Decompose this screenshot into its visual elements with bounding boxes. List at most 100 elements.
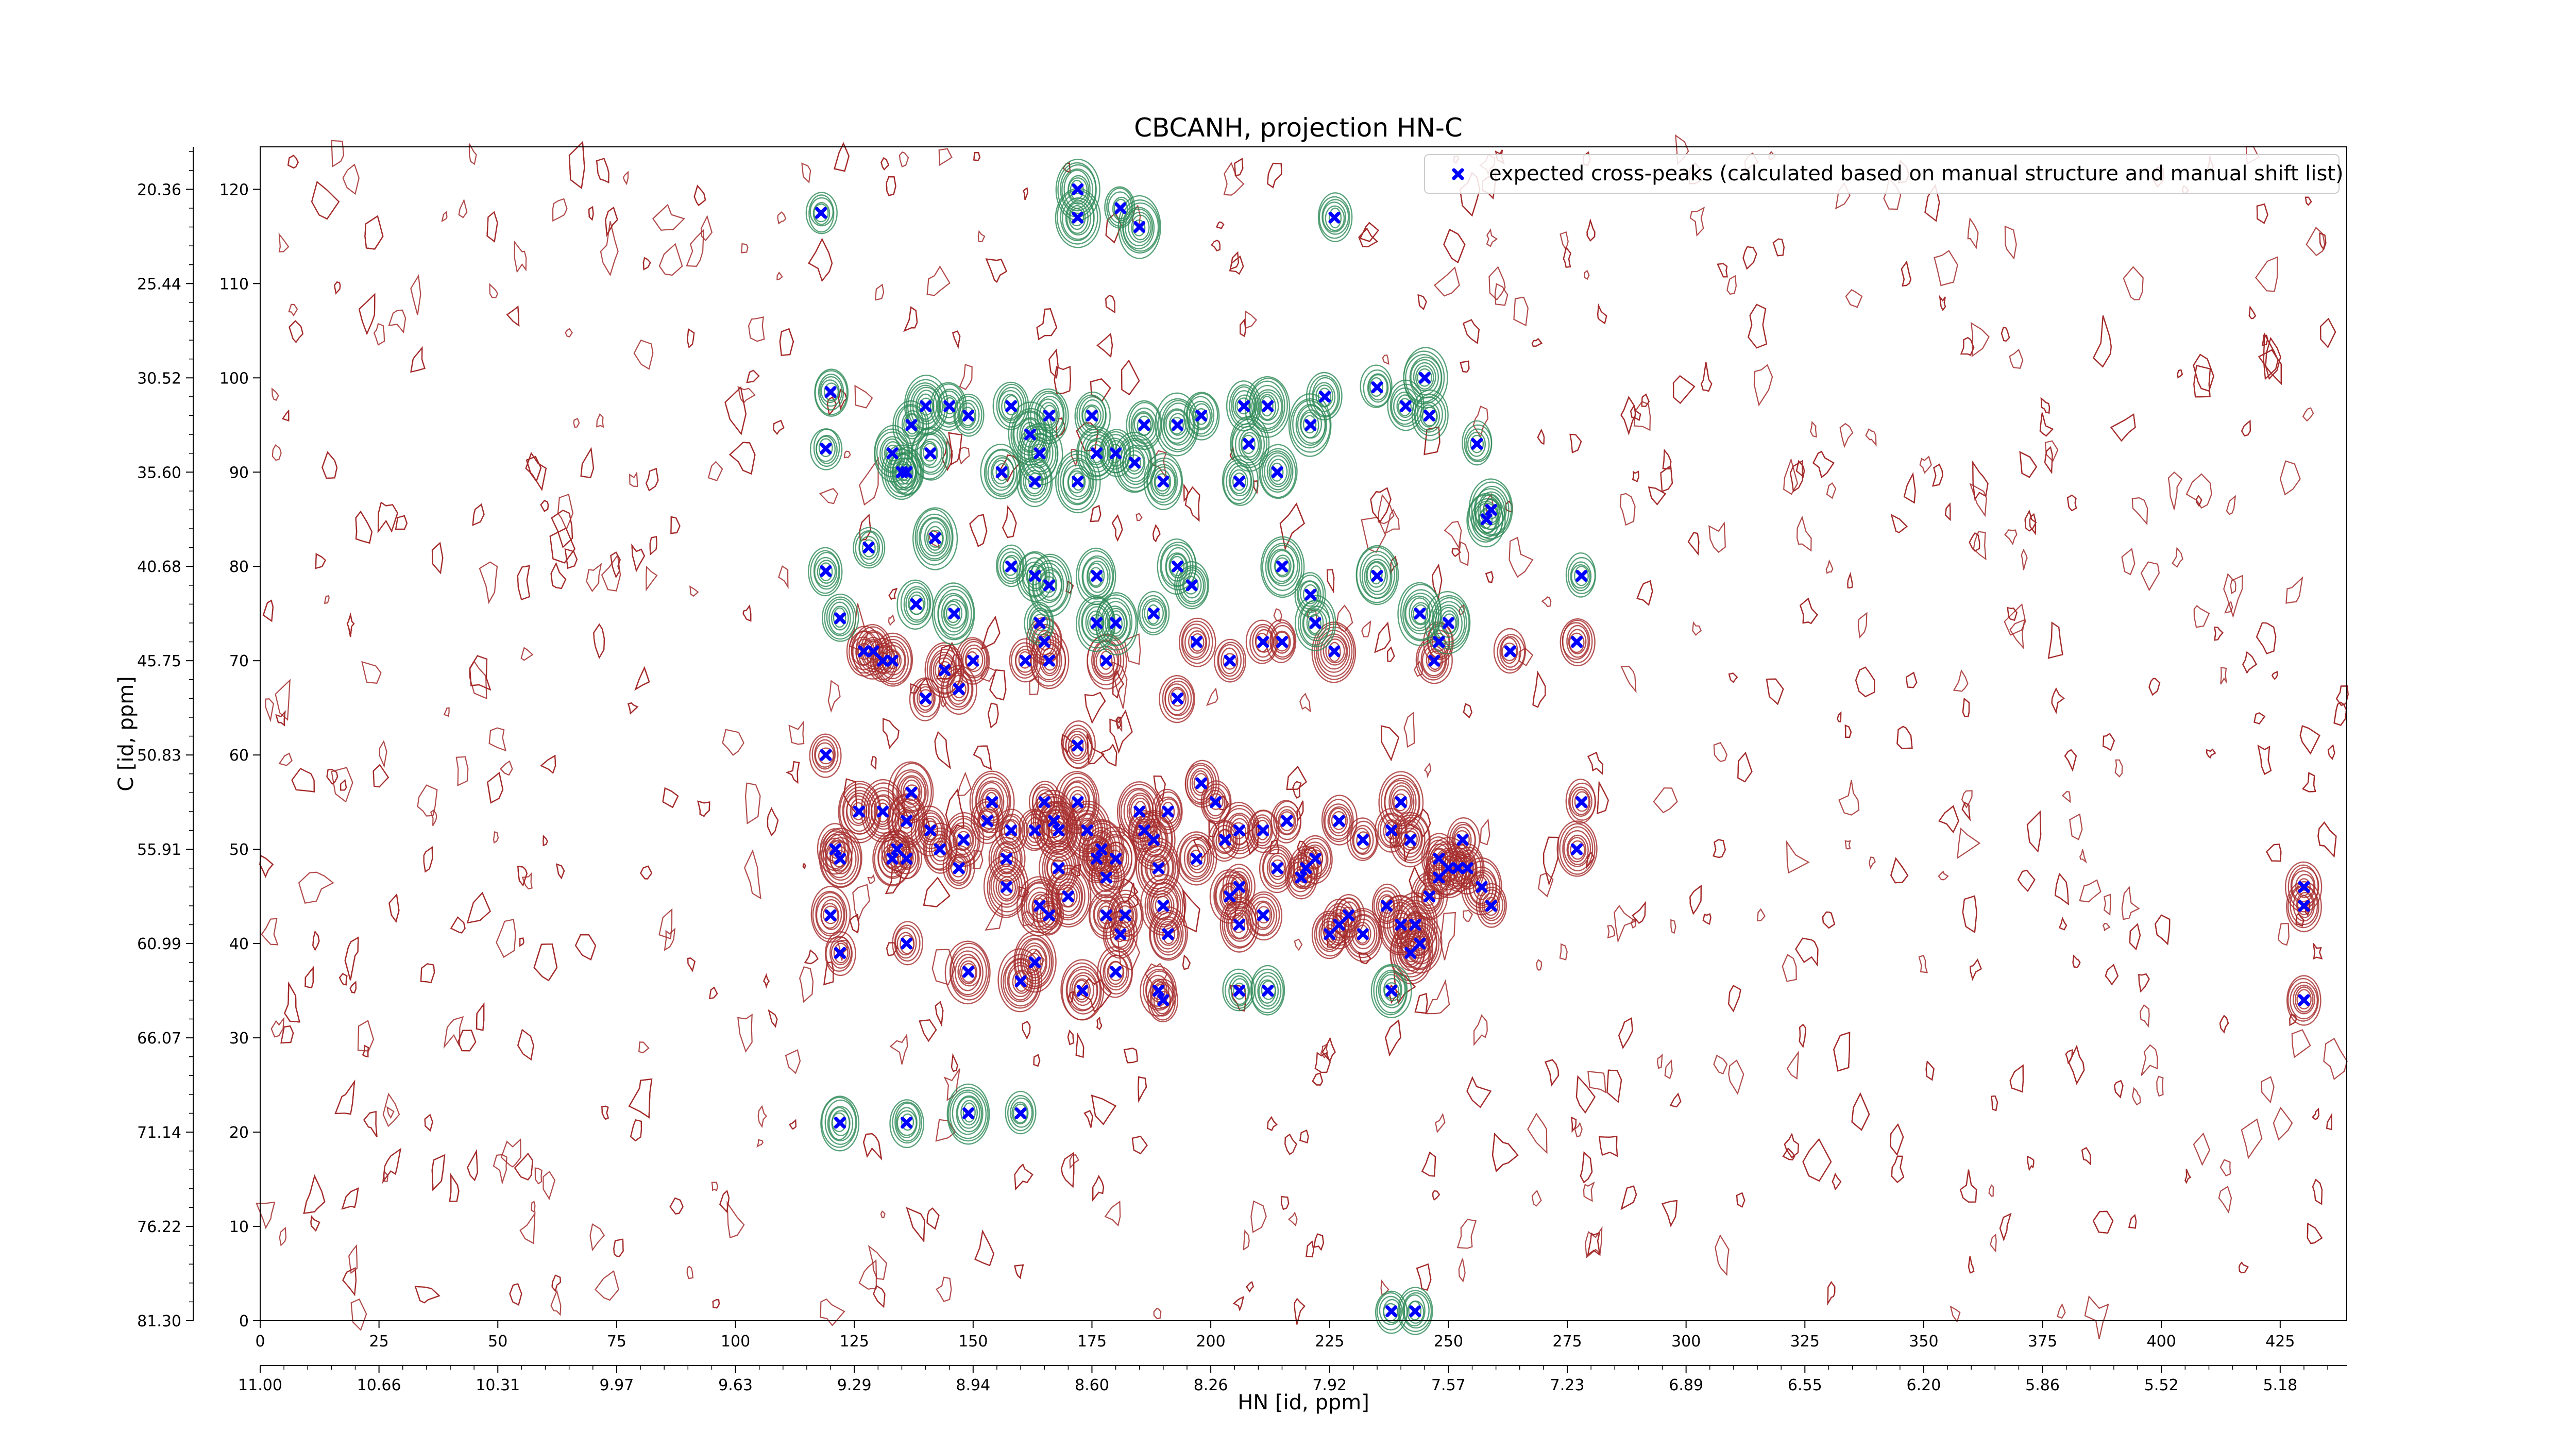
noise-contour	[2079, 849, 2088, 864]
marker-core	[904, 856, 909, 862]
marker-core	[1431, 658, 1437, 664]
negative-contour-ring	[976, 780, 1008, 823]
noise-contour	[634, 666, 650, 691]
positive-contour-ring	[1409, 597, 1431, 629]
noise-contour	[2326, 1113, 2332, 1131]
noise-contour	[1299, 693, 1311, 713]
cross-peak-marker	[824, 386, 837, 398]
marker-core	[1198, 413, 1204, 418]
noise-contour	[1742, 246, 1757, 270]
noise-contour	[1361, 620, 1371, 637]
marker-core	[1075, 743, 1080, 748]
x-index-tick-label: 50	[488, 1333, 507, 1351]
positive-contour-ring	[960, 1100, 978, 1126]
noise-contour	[1772, 238, 1785, 257]
marker-core	[933, 535, 938, 541]
noise-contour	[1109, 710, 1133, 754]
noise-contour	[935, 1001, 944, 1027]
positive-contour-ring	[1417, 401, 1440, 431]
marker-core	[923, 696, 928, 701]
negative-contour-ring	[1300, 837, 1331, 880]
cross-peak-marker	[1385, 824, 1398, 837]
noise-contour	[2312, 1178, 2323, 1205]
marker-core	[1056, 865, 1061, 871]
noise-contour	[304, 966, 314, 989]
positive-contour-ring	[1165, 547, 1191, 586]
noise-contour	[1403, 712, 1415, 748]
noise-contour	[2132, 1087, 2141, 1106]
positive-contour-ring	[1144, 600, 1164, 626]
cross-peak-marker	[1238, 400, 1250, 412]
noise-contour	[2265, 336, 2281, 380]
noise-contour	[2253, 712, 2266, 724]
marker-core	[1056, 828, 1061, 833]
marker-core	[861, 648, 867, 654]
positive-contour-ring	[824, 596, 857, 640]
cross-peak-marker	[1038, 796, 1050, 808]
noise-contour	[1960, 336, 1975, 356]
negative-contour-ring	[1202, 783, 1231, 822]
noise-contour	[2021, 548, 2028, 570]
noise-contour	[1486, 228, 1498, 247]
noise-contour	[410, 346, 426, 373]
negative-contour-ring	[909, 677, 941, 721]
marker-core	[1113, 856, 1118, 862]
negative-contour-ring	[942, 845, 975, 889]
noise-contour	[843, 450, 851, 459]
marker-core	[1084, 828, 1090, 833]
noise-contour	[1456, 1219, 1477, 1249]
y-index-tick-label: 90	[229, 464, 249, 482]
noise-contour	[1962, 697, 1970, 717]
noise-contour	[596, 158, 609, 183]
negative-contour-ring	[1092, 826, 1137, 890]
marker-core	[1488, 903, 1494, 908]
cross-peak-marker	[1033, 617, 1046, 629]
positive-contour-ring	[992, 460, 1010, 485]
noise-contour	[2302, 772, 2316, 793]
marker-core	[1094, 573, 1099, 579]
noise-contour	[1406, 808, 1431, 838]
positive-contour-ring	[831, 605, 849, 631]
positive-contour-ring	[997, 548, 1025, 584]
noise-contour	[2317, 821, 2337, 858]
noise-contour	[883, 718, 900, 749]
negative-contour-ring	[993, 868, 1020, 905]
noise-contour	[280, 1025, 294, 1044]
cross-peak-marker	[1257, 636, 1269, 648]
positive-contour-ring	[1084, 406, 1099, 427]
noise-contour	[519, 1211, 536, 1244]
noise-contour	[580, 447, 595, 479]
marker-core	[1275, 469, 1280, 475]
noise-contour	[1656, 1053, 1663, 1069]
positive-contour-ring	[1174, 561, 1209, 610]
positive-contour-ring	[1137, 591, 1170, 636]
noise-contour	[649, 536, 657, 556]
marker-core	[1436, 639, 1442, 645]
cross-peak-marker	[995, 466, 1008, 478]
noise-contour	[2177, 369, 2183, 379]
noise-contour	[1075, 1033, 1084, 1058]
cross-peak-marker	[1172, 692, 1184, 704]
positive-contour-ring	[853, 527, 886, 569]
noise-contour	[2051, 687, 2065, 714]
noise-contour	[324, 595, 330, 604]
negative-contour-ring	[817, 823, 853, 875]
noise-contour	[1736, 1192, 1745, 1208]
positive-contour-ring	[809, 197, 834, 227]
negative-contour-ring	[892, 763, 932, 821]
noise-contour	[867, 874, 875, 884]
negative-contour-ring	[1159, 798, 1179, 824]
positive-contour-ring	[1157, 398, 1198, 452]
noise-contour	[358, 293, 376, 335]
noise-contour	[1182, 954, 1191, 970]
positive-contour-ring	[819, 376, 843, 407]
positive-contour-ring	[1398, 1290, 1432, 1332]
marker-core	[999, 469, 1005, 475]
marker-core	[1032, 959, 1038, 965]
positive-contour-ring	[1373, 965, 1408, 1016]
negative-contour-ring	[1144, 849, 1174, 886]
negative-contour-ring	[1225, 867, 1252, 906]
x-index-tick-label: 350	[1909, 1333, 1938, 1351]
y-index-tick-label: 10	[229, 1218, 249, 1236]
noise-contour	[2196, 495, 2202, 507]
